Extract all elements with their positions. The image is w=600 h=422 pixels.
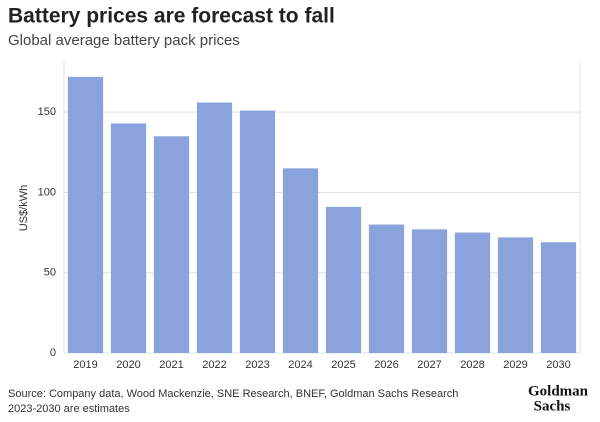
estimate-note: 2023-2030 are estimates — [8, 403, 130, 415]
x-tick-label: 2021 — [159, 359, 183, 371]
bar — [153, 136, 190, 353]
y-tick-label: 100 — [38, 186, 56, 198]
x-tick-label: 2024 — [288, 359, 312, 371]
source-note: Source: Company data, Wood Mackenzie, SN… — [8, 388, 458, 400]
y-tick-label: 150 — [38, 106, 56, 118]
logo: Sachs — [534, 398, 571, 414]
bar — [540, 242, 577, 353]
x-tick-label: 2023 — [245, 359, 269, 371]
x-tick-label: 2019 — [73, 359, 97, 371]
x-tick-label: 2027 — [417, 359, 441, 371]
x-tick-label: 2028 — [460, 359, 484, 371]
x-tick-label: 2020 — [116, 359, 140, 371]
x-tick-label: 2029 — [503, 359, 527, 371]
bar — [239, 110, 276, 353]
x-tick-label: 2026 — [374, 359, 398, 371]
logo: Goldman — [528, 383, 589, 399]
bar — [325, 206, 362, 353]
bar — [196, 102, 233, 354]
y-tick-label: 0 — [50, 347, 56, 359]
bar — [282, 168, 319, 353]
bar — [67, 76, 104, 353]
bar — [497, 237, 534, 353]
bar — [110, 123, 147, 354]
x-tick-label: 2025 — [331, 359, 355, 371]
chart-subtitle: Global average battery pack prices — [8, 32, 240, 49]
y-axis-label: US$/kWh — [18, 185, 30, 231]
x-tick-label: 2022 — [202, 359, 226, 371]
chart-title: Battery prices are forecast to fall — [8, 5, 335, 28]
bar — [368, 224, 405, 353]
x-tick-label: 2030 — [546, 359, 570, 371]
bar — [411, 229, 448, 353]
bar — [454, 232, 491, 353]
y-tick-label: 50 — [44, 267, 56, 279]
